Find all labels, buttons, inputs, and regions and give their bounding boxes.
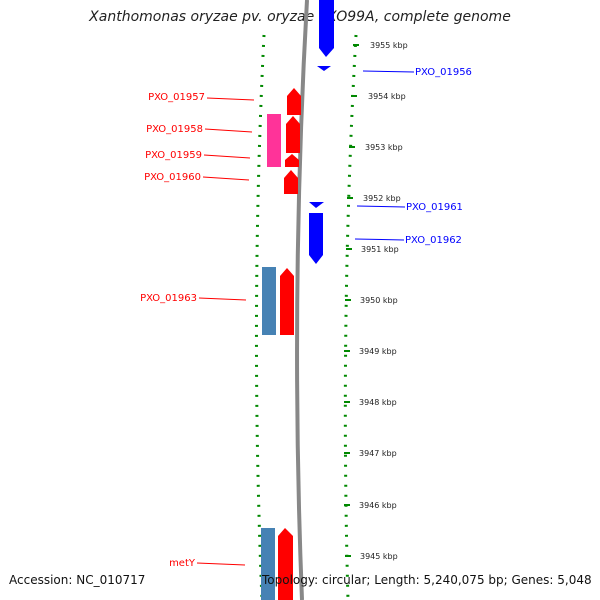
reverse-strand-genes [309, 0, 334, 264]
tick-label: 3947 kbp [359, 449, 397, 458]
accession-text: Accession: NC_010717 [9, 573, 146, 587]
tick-label: 3951 kbp [361, 245, 399, 254]
steelblue-feature-block[interactable] [262, 267, 276, 335]
tick-label: 3955 kbp [370, 41, 408, 50]
tick-label: 3950 kbp [360, 296, 398, 305]
pink-feature-block[interactable] [267, 114, 281, 167]
gene-label[interactable]: PXO_01960 [144, 172, 201, 183]
gene-label[interactable]: PXO_01958 [146, 124, 203, 135]
gene-PXO_01956-arrow[interactable] [319, 0, 334, 57]
gene-PXO_01959-arrow[interactable] [285, 154, 299, 167]
tick-label: 3948 kbp [359, 398, 397, 407]
tick-label: 3949 kbp [359, 347, 397, 356]
gene-label[interactable]: PXO_01961 [406, 202, 463, 213]
outer-feature-ring [343, 34, 358, 600]
left-gene-labels: PXO_01957 PXO_01958 PXO_01959 PXO_01960 … [140, 92, 205, 569]
forward-strand-genes [278, 88, 301, 600]
gene-label[interactable]: metY [169, 558, 196, 569]
gene-PXO_01958-arrow[interactable] [286, 116, 300, 153]
right-gene-labels: PXO_01956 PXO_01961 PXO_01962 [405, 67, 472, 246]
gene-label[interactable]: PXO_01956 [415, 67, 472, 78]
gene-label[interactable]: PXO_01957 [148, 92, 205, 103]
scale-ticks [344, 44, 359, 557]
gene-PXO_01962-arrow[interactable] [309, 213, 323, 264]
inner-feature-ring [254, 34, 266, 600]
left-label-leaders [196, 97, 255, 566]
right-label-leaders [354, 70, 415, 241]
tick-label: 3946 kbp [359, 501, 397, 510]
gene-metY-arrow[interactable] [278, 528, 293, 600]
gene-PXO_01956-tip[interactable] [317, 66, 331, 71]
tick-label: 3945 kbp [360, 552, 398, 561]
gene-PXO_01963-arrow[interactable] [280, 268, 294, 335]
genome-backbone [295, 0, 309, 600]
steelblue-feature-block[interactable] [261, 528, 275, 600]
gene-PXO_01957-arrow[interactable] [287, 88, 301, 115]
tick-label: 3954 kbp [368, 92, 406, 101]
topology-summary: Topology: circular; Length: 5,240,075 bp… [262, 573, 592, 587]
tick-label: 3952 kbp [363, 194, 401, 203]
gene-label[interactable]: PXO_01962 [405, 235, 462, 246]
gene-PXO_01960-arrow[interactable] [284, 170, 298, 194]
tick-label: 3953 kbp [365, 143, 403, 152]
scale-tick-labels: 3955 kbp 3954 kbp 3953 kbp 3952 kbp 3951… [359, 41, 408, 561]
gene-label[interactable]: PXO_01963 [140, 293, 197, 304]
gene-PXO_01961-tip[interactable] [309, 202, 324, 208]
page-title: Xanthomonas oryzae pv. oryzae PXO99A, co… [89, 9, 511, 25]
gene-label[interactable]: PXO_01959 [145, 150, 202, 161]
